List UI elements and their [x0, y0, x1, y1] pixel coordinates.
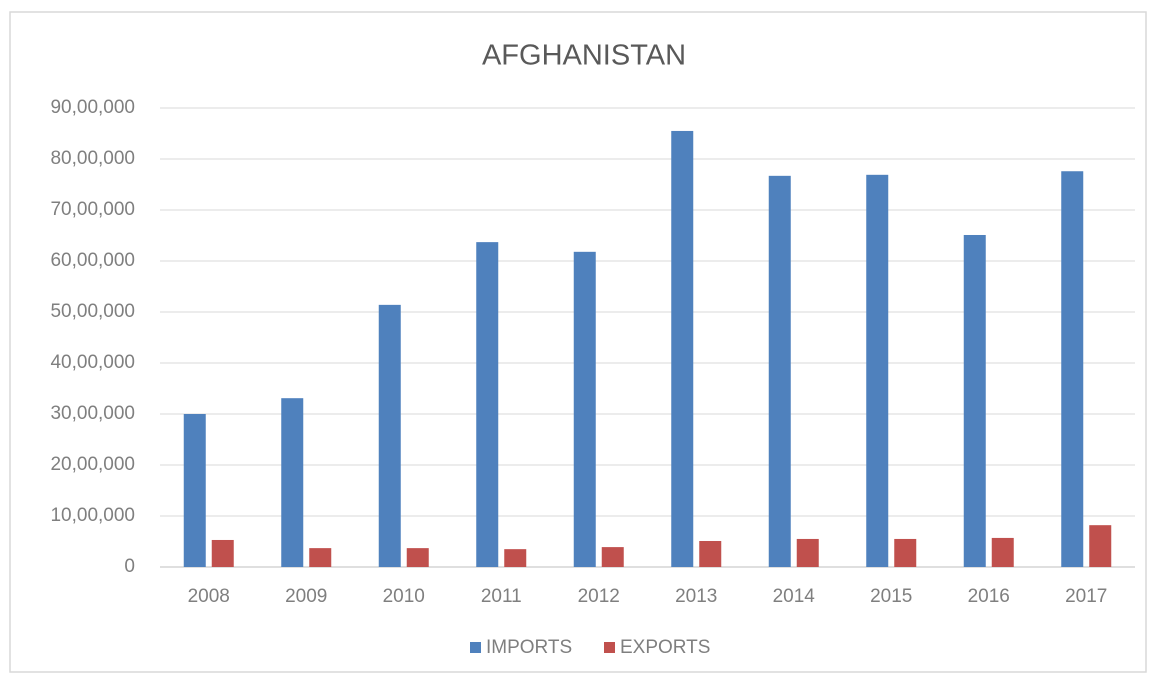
legend-swatch: [470, 642, 481, 653]
y-tick-label: 0: [124, 556, 135, 577]
legend-label: IMPORTS: [486, 637, 572, 658]
bar: [406, 548, 429, 567]
bar: [211, 539, 234, 567]
y-tick-label: 90,00,000: [50, 97, 135, 118]
bar: [601, 547, 624, 567]
bar: [963, 234, 986, 568]
y-tick-label: 50,00,000: [50, 301, 135, 322]
bar: [504, 549, 527, 567]
bar: [1061, 171, 1084, 568]
bar: [768, 175, 791, 567]
bar: [476, 242, 499, 567]
x-tick-label: 2014: [773, 586, 816, 607]
x-tick-label: 2016: [968, 586, 1010, 607]
x-tick-label: 2008: [188, 586, 230, 607]
bar: [991, 537, 1014, 567]
bar: [796, 538, 819, 567]
bar: [309, 548, 332, 567]
y-tick-label: 80,00,000: [50, 148, 135, 169]
x-tick-label: 2010: [383, 586, 425, 607]
bar: [671, 130, 694, 567]
x-tick-label: 2017: [1065, 586, 1107, 607]
bar: [894, 538, 917, 567]
legend-label: EXPORTS: [620, 637, 710, 658]
y-tick-label: 20,00,000: [50, 454, 135, 475]
bar: [1089, 525, 1112, 567]
bar: [573, 251, 596, 567]
x-tick-label: 2015: [870, 586, 912, 607]
x-tick-label: 2013: [675, 586, 717, 607]
x-tick-label: 2011: [481, 586, 522, 607]
bar: [183, 414, 206, 567]
y-tick-label: 30,00,000: [50, 403, 135, 424]
y-tick-label: 10,00,000: [50, 505, 135, 526]
bar: [281, 398, 304, 567]
chart-title: AFGHANISTAN: [482, 40, 686, 72]
bar: [699, 540, 722, 567]
legend-swatch: [604, 642, 615, 653]
bar: [378, 304, 401, 567]
x-tick-label: 2009: [285, 586, 327, 607]
bar: [866, 174, 889, 567]
y-tick-label: 70,00,000: [50, 199, 135, 220]
y-tick-label: 40,00,000: [50, 352, 135, 373]
y-tick-label: 60,00,000: [50, 250, 135, 271]
x-tick-label: 2012: [578, 586, 620, 607]
